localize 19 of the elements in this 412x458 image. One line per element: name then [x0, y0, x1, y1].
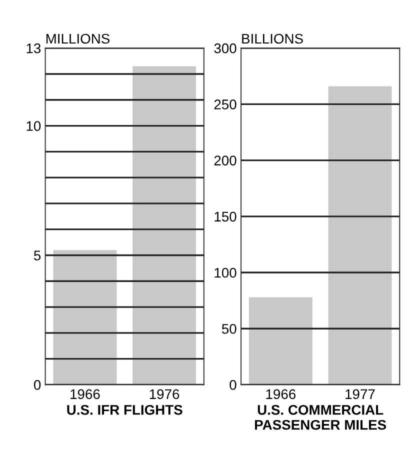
y-tick-label: 100	[214, 268, 236, 278]
y-tick-label: 200	[214, 156, 236, 166]
y-tick-label: 0	[230, 380, 236, 390]
y-tick-label: 300	[214, 43, 236, 54]
y-axis-title: MILLIONS	[46, 34, 110, 44]
x-tick-label: 1977	[346, 389, 375, 400]
y-tick-label: 13	[26, 43, 41, 54]
y-tick-label: 150	[214, 212, 236, 222]
x-tick-label: 1966	[70, 389, 100, 400]
y-tick-label: 250	[214, 100, 236, 110]
y-tick-label: 5	[34, 250, 41, 260]
x-axis-title: U.S. COMMERCIAL PASSENGER MILES	[255, 404, 386, 430]
y-tick-label: 0	[34, 380, 41, 390]
x-axis-title: U.S. IFR FLIGHTS	[67, 404, 182, 415]
y-tick-label: 10	[26, 121, 41, 131]
x-tick-label: 1966	[266, 389, 296, 400]
y-tick-label: 50	[222, 324, 236, 334]
y-axis-title: BILLIONS	[242, 34, 303, 44]
x-tick-label: 1976	[150, 389, 180, 400]
